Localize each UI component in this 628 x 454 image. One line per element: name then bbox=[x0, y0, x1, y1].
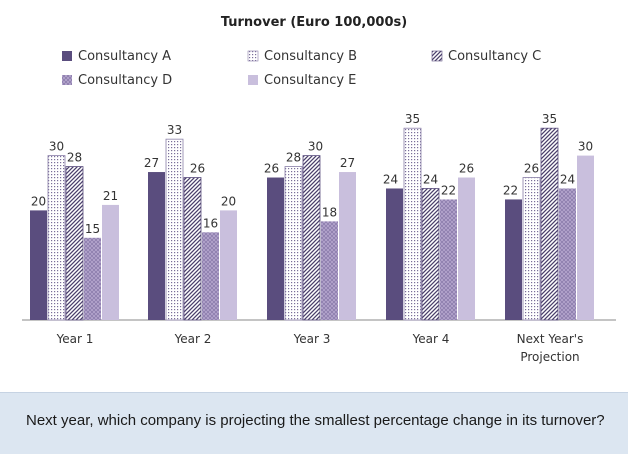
legend-swatch-4 bbox=[62, 75, 72, 85]
bar-1-5 bbox=[505, 199, 522, 320]
data-label-4-1: 15 bbox=[85, 222, 100, 236]
bar-4-4 bbox=[440, 199, 457, 320]
bar-2-1 bbox=[47, 155, 66, 321]
bar-3-1 bbox=[65, 166, 84, 321]
bar-2-3 bbox=[284, 166, 303, 321]
chart-panel: Turnover (Euro 100,000s) Consultancy A Co… bbox=[22, 15, 616, 364]
x-tick-label-2: Year 2 bbox=[174, 332, 212, 346]
bar-2-2 bbox=[165, 138, 184, 321]
data-label-3-1: 28 bbox=[67, 151, 82, 165]
data-label-5-2: 20 bbox=[221, 194, 236, 208]
bar-3-3 bbox=[302, 155, 321, 321]
legend-swatch-1 bbox=[62, 51, 72, 61]
legend-label-5: Consultancy E bbox=[264, 73, 356, 88]
data-label-2-5: 26 bbox=[524, 162, 539, 176]
bar-3-4 bbox=[421, 188, 440, 321]
data-label-2-3: 28 bbox=[286, 151, 301, 165]
data-label-2-2: 33 bbox=[167, 123, 182, 137]
legend-swatch-5 bbox=[248, 75, 258, 85]
data-label-1-1: 20 bbox=[31, 194, 46, 208]
data-label-1-3: 26 bbox=[264, 162, 279, 176]
bar-3-5 bbox=[540, 127, 559, 321]
data-label-5-4: 26 bbox=[459, 162, 474, 176]
data-label-5-5: 30 bbox=[578, 140, 593, 154]
data-labels-group: 2030281521273326162026283018272435242226… bbox=[31, 112, 593, 236]
bar-2-5 bbox=[522, 177, 541, 321]
data-label-2-4: 35 bbox=[405, 112, 420, 126]
data-label-1-5: 22 bbox=[503, 183, 518, 197]
bar-5-5 bbox=[577, 155, 594, 320]
chart-title: Turnover (Euro 100,000s) bbox=[221, 15, 407, 30]
legend-label-4: Consultancy D bbox=[78, 73, 172, 88]
bar-5-2 bbox=[220, 210, 237, 320]
legend-swatch-2 bbox=[247, 50, 259, 62]
legend-label-3: Consultancy C bbox=[448, 49, 541, 64]
data-label-5-3: 27 bbox=[340, 156, 355, 170]
legend-swatch-3 bbox=[431, 50, 443, 62]
bar-1-3 bbox=[267, 177, 284, 320]
data-label-4-4: 22 bbox=[441, 183, 456, 197]
data-label-4-5: 24 bbox=[560, 172, 575, 186]
bar-2-4 bbox=[403, 127, 422, 321]
bar-4-3 bbox=[321, 221, 338, 320]
data-label-5-1: 21 bbox=[103, 189, 118, 203]
x-tick-label-3: Year 3 bbox=[293, 332, 331, 346]
bar-4-5 bbox=[559, 188, 576, 320]
bar-4-1 bbox=[84, 237, 101, 320]
x-tick-labels-group: Year 1 Year 2 Year 3 Year 4 Next Year's Proje… bbox=[56, 332, 584, 364]
bar-5-3 bbox=[339, 172, 356, 320]
data-label-3-5: 35 bbox=[542, 112, 557, 126]
bar-1-4 bbox=[386, 188, 403, 320]
data-label-3-2: 26 bbox=[190, 162, 205, 176]
bars-group bbox=[30, 127, 594, 321]
bar-3-2 bbox=[183, 177, 202, 321]
bar-chart: Turnover (Euro 100,000s) Consultancy A Co… bbox=[22, 15, 616, 364]
bar-1-1 bbox=[30, 210, 47, 320]
legend-label-1: Consultancy A bbox=[78, 49, 171, 64]
legend: Consultancy A Consultancy B Consultancy C C… bbox=[62, 49, 541, 88]
data-label-2-1: 30 bbox=[49, 140, 64, 154]
x-tick-label-1: Year 1 bbox=[56, 332, 94, 346]
data-label-4-2: 16 bbox=[203, 216, 218, 230]
data-label-3-3: 30 bbox=[308, 140, 323, 154]
data-label-3-4: 24 bbox=[423, 172, 438, 186]
question-text: Next year, which company is projecting t… bbox=[26, 412, 605, 429]
x-tick-label-4: Year 4 bbox=[412, 332, 450, 346]
question-panel: Next year, which company is projecting t… bbox=[0, 392, 628, 454]
data-label-4-3: 18 bbox=[322, 205, 337, 219]
bar-5-1 bbox=[102, 204, 119, 320]
bar-5-4 bbox=[458, 177, 475, 320]
data-label-1-2: 27 bbox=[144, 156, 159, 170]
bar-1-2 bbox=[148, 172, 165, 320]
legend-label-2: Consultancy B bbox=[264, 49, 357, 64]
bar-4-2 bbox=[202, 232, 219, 320]
data-label-1-4: 24 bbox=[383, 172, 398, 186]
x-tick-label-5: Next Year's Projection bbox=[517, 332, 584, 364]
